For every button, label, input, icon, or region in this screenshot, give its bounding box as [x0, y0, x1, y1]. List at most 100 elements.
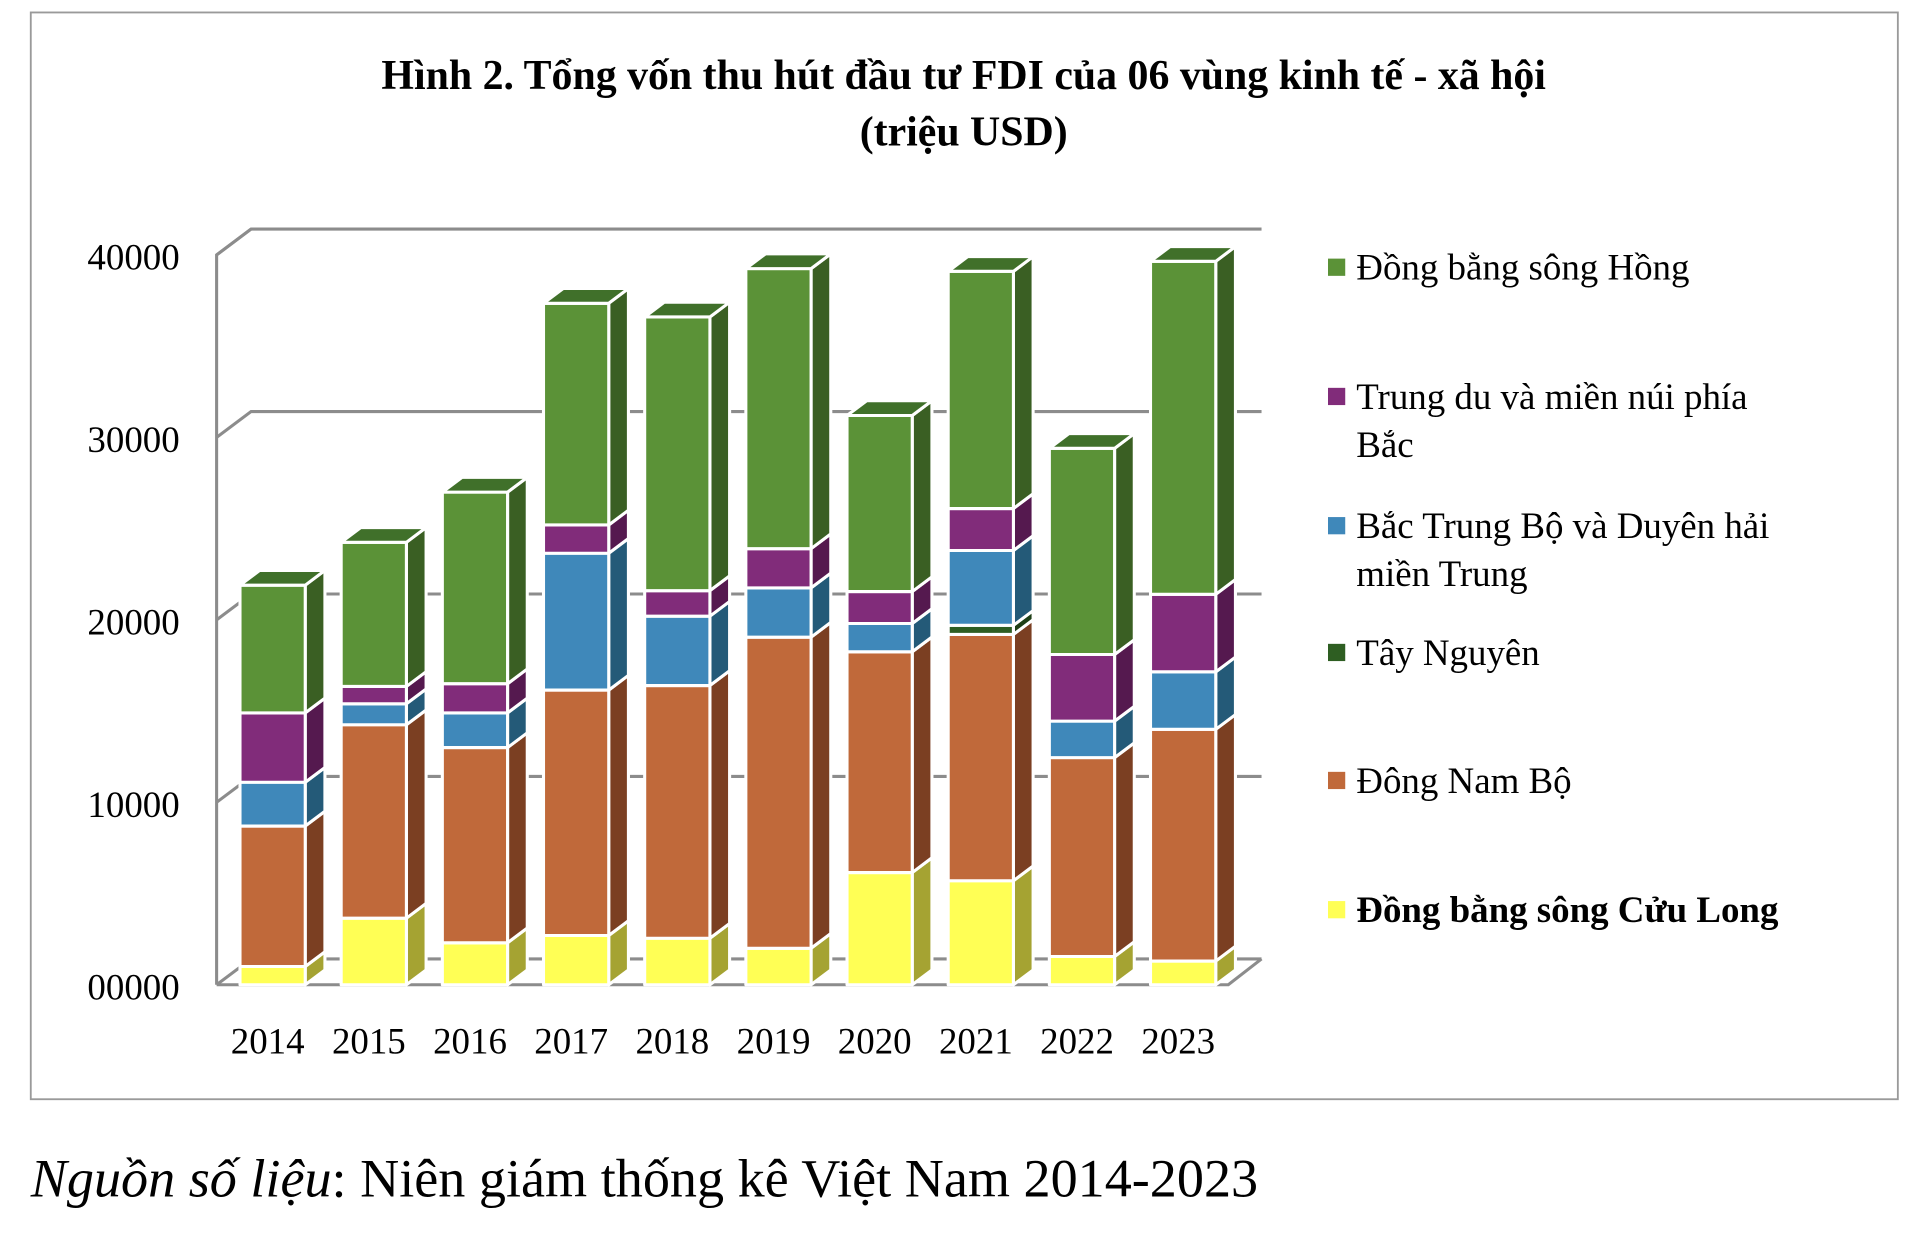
bar-segment	[744, 586, 813, 639]
bar-segment	[744, 267, 813, 551]
bar-segment	[238, 824, 307, 969]
legend-label: Tây Nguyên	[1356, 632, 1539, 673]
chart-title: Hình 2. Tổng vốn thu hút đầu tư FDI của …	[381, 53, 1546, 99]
bar-stack-2020	[845, 399, 934, 987]
footnote: Nguồn số liệu: Niên giám thống kê Việt N…	[30, 1148, 1258, 1208]
legend-label: Bắc	[1356, 424, 1413, 465]
y-tick-label: 30000	[87, 419, 179, 460]
bar-top	[946, 255, 1035, 273]
bar-segment	[643, 315, 712, 593]
legend-item: Tây Nguyên	[1328, 632, 1540, 673]
bar-segment	[845, 621, 914, 654]
bar-segment	[339, 723, 408, 920]
x-tick-label: 2014	[231, 1021, 305, 1062]
bar-side	[607, 673, 630, 938]
bar-side	[910, 399, 934, 594]
legend-label: Đông Nam Bộ	[1356, 760, 1571, 801]
x-tick-label: 2023	[1141, 1021, 1215, 1062]
bar-segment	[946, 879, 1015, 987]
bar-segment	[744, 635, 813, 950]
bar-segment	[744, 547, 813, 590]
bar-side	[1011, 618, 1035, 883]
x-tick-label: 2017	[534, 1021, 608, 1062]
x-axis-ticks: 2014 2015 2016 2017 2018 2019 2020 2021 2022 2023	[231, 1021, 1215, 1062]
bar-stack-2016	[440, 475, 529, 987]
legend-swatch	[1328, 771, 1346, 790]
bar-segment	[541, 301, 611, 527]
bar-segment	[238, 583, 307, 715]
bar-side	[303, 568, 327, 715]
bar-segment	[845, 413, 914, 594]
bar-side	[1113, 432, 1136, 657]
bar-stack-2022	[1047, 432, 1136, 987]
x-tick-label: 2016	[433, 1021, 507, 1062]
gridline	[215, 227, 1262, 257]
legend-swatch	[1328, 258, 1346, 276]
x-tick-label: 2015	[332, 1021, 406, 1062]
legend-item: Đồng bằng sông Hồng	[1328, 247, 1689, 288]
bar-top	[643, 300, 732, 319]
footnote-text: : Niên giám thống kê Việt Nam 2014-2023	[332, 1148, 1259, 1208]
bar-segment	[541, 933, 611, 987]
bar-segment	[946, 632, 1015, 883]
bar-stack-2015	[339, 525, 428, 987]
bar-segment	[440, 746, 510, 945]
bar-segment	[339, 684, 408, 706]
y-tick-label: 10000	[87, 784, 179, 825]
bar-segment	[643, 589, 712, 618]
x-tick-label: 2022	[1040, 1021, 1114, 1062]
bar-segment	[1047, 719, 1117, 760]
legend-swatch	[1328, 517, 1346, 535]
bar-side	[1011, 255, 1035, 511]
bar-side	[303, 809, 327, 969]
bar-segment	[946, 269, 1015, 511]
bar-segment	[1047, 652, 1117, 723]
bar-segment	[339, 540, 408, 688]
bar-segment	[1047, 954, 1117, 987]
bar-segment	[238, 711, 307, 784]
bar-stack-2023	[1148, 245, 1237, 987]
chart-subtitle: (triệu USD)	[860, 109, 1068, 155]
bar-side	[910, 856, 934, 987]
legend: Đồng bằng sông Hồng Trung du và miền núi …	[1328, 247, 1779, 930]
bar-segment	[541, 688, 611, 938]
bar-stack-2014	[238, 568, 327, 987]
bar-segment	[643, 614, 712, 688]
bar-segment	[339, 702, 408, 727]
legend-label: Bắc Trung Bộ và Duyên hải	[1356, 505, 1769, 546]
legend-item: Trung du và miền núi phía Bắc	[1328, 376, 1748, 465]
bar-stack-2018	[643, 300, 732, 987]
x-tick-label: 2020	[838, 1021, 912, 1062]
bar-side	[708, 669, 732, 940]
bar-side	[607, 286, 630, 527]
legend-label: Đồng bằng sông Hồng	[1356, 247, 1689, 288]
legend-item: Đồng bằng sông Cửu Long	[1328, 889, 1779, 930]
bar-side	[708, 300, 732, 593]
bar-segment	[744, 946, 813, 987]
bar-segment	[845, 650, 914, 875]
legend-item: Bắc Trung Bộ và Duyên hải miền Trung	[1328, 505, 1769, 594]
bar-side	[1011, 864, 1035, 987]
bar-segment	[238, 780, 307, 828]
legend-swatch	[1328, 643, 1346, 662]
bar-segment	[541, 551, 611, 692]
y-tick-label: 40000	[87, 237, 179, 278]
bar-segment	[1047, 446, 1117, 657]
bar-segment	[1148, 727, 1218, 963]
x-tick-label: 2019	[737, 1021, 811, 1062]
bar-segment	[238, 964, 307, 987]
x-tick-label: 2021	[939, 1021, 1013, 1062]
bar-top	[339, 525, 428, 544]
bar-top	[1148, 245, 1237, 263]
bar-side	[506, 731, 529, 945]
bar-segment	[440, 711, 510, 750]
bar-segment	[1148, 670, 1218, 731]
legend-item: Đông Nam Bộ	[1328, 760, 1572, 801]
bar-side	[1214, 713, 1237, 963]
bar-stack-2019	[744, 252, 833, 987]
legend-swatch	[1328, 387, 1346, 406]
bar-side	[1214, 245, 1237, 596]
bar-segment	[1148, 959, 1218, 987]
bar-segment	[440, 941, 510, 987]
